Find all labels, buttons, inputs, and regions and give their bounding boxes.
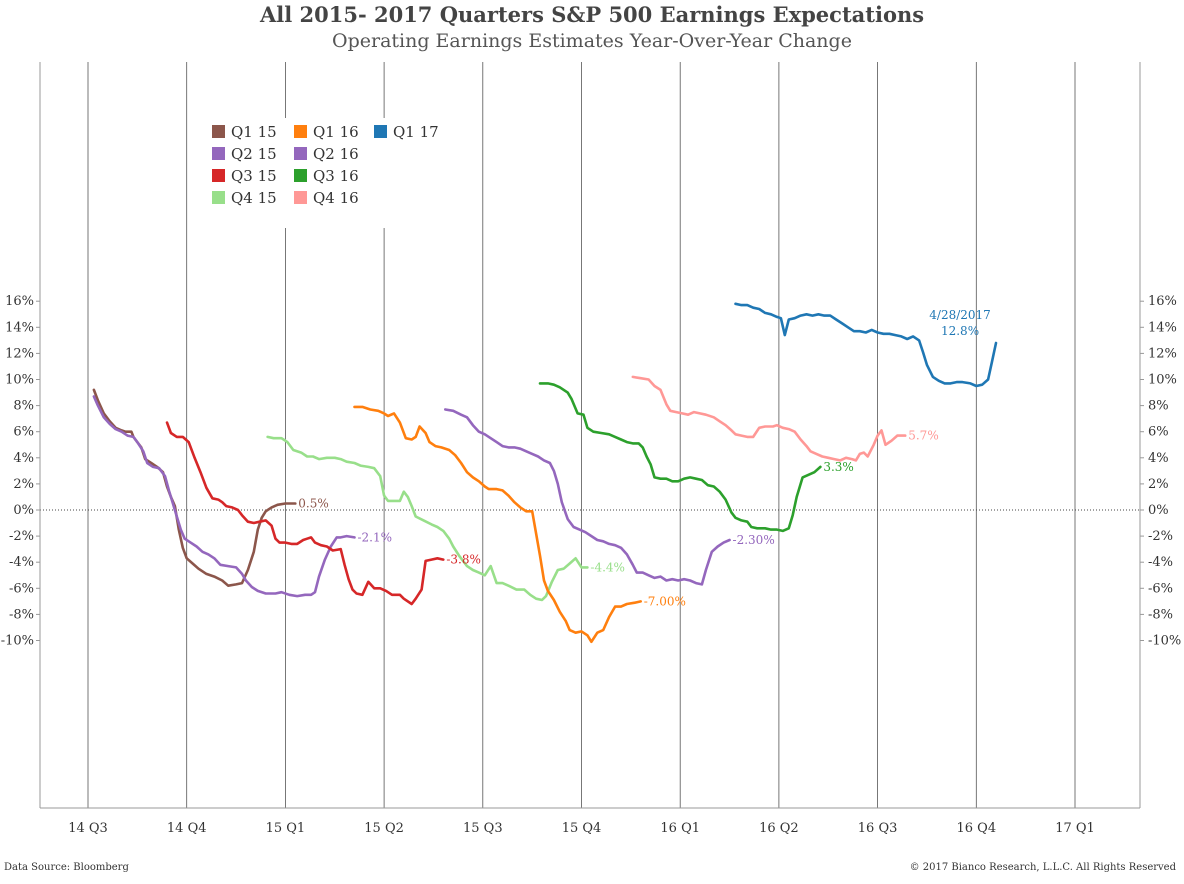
legend-swatch-q1-15 [212,125,225,138]
end-label-date-q1-17: 4/28/2017 [929,308,991,322]
end-labels: 0.5% -2.1% -3.8% -4.4% -7.00% -2.30% 3.3% 5.7% 4… [298,308,991,608]
series-line-q1-15 [92,388,297,587]
series-line-q3-15 [165,421,445,606]
y-tick-label: 12% [5,346,34,361]
series-lines [92,302,998,644]
legend-label-q3-15: Q3 15 [231,167,277,185]
y-tick-label-right: 12% [1148,346,1177,361]
series-line-q1-16 [353,405,642,644]
end-label-q3-15: -3.8% [446,553,481,567]
y-tick-label-right: 10% [1148,373,1177,388]
legend: Q1 15 Q1 16 Q1 17 Q2 15 Q2 16 Q3 15 Q3 16 Q4 15… [200,118,450,228]
series-line-q1-17 [734,302,998,388]
y-tick-label: -10% [1,634,34,649]
y-tick-label: 8% [13,399,34,414]
series-line-q2-16 [444,408,731,586]
x-tick-label: 15 Q2 [364,821,404,836]
y-tick-label-right: 4% [1148,451,1169,466]
series-line-q4-15 [266,435,589,602]
chart-title: All 2015- 2017 Quarters S&P 500 Earnings… [259,2,925,27]
y-tick-label: 0% [13,503,34,518]
series-line-q2-15 [92,395,356,598]
y-tick-label-right: 8% [1148,399,1169,414]
x-tick-label: 17 Q1 [1055,821,1095,836]
end-label-q4-15: -4.4% [590,560,625,574]
x-tick-label: 14 Q4 [167,821,207,836]
x-tick-label: 15 Q4 [562,821,602,836]
y-tick-label: 6% [13,425,34,440]
y-tick-label-right: -6% [1148,581,1173,596]
copyright-note: © 2017 Bianco Research, L.L.C. All Right… [909,862,1176,873]
y-tick-label: 16% [5,294,34,309]
legend-swatch-q1-17 [374,125,387,138]
end-label-q2-16: -2.30% [733,533,775,547]
x-tick-label: 16 Q2 [759,821,799,836]
legend-label-q2-16: Q2 16 [313,145,359,163]
y-tick-label-right: 0% [1148,503,1169,518]
legend-label-q1-17: Q1 17 [393,123,439,141]
legend-label-q4-15: Q4 15 [231,189,277,207]
y-tick-label: 10% [5,373,34,388]
x-tick-label: 16 Q3 [858,821,898,836]
x-tick-label: 15 Q1 [266,821,306,836]
end-label-q1-16: -7.00% [644,594,686,608]
y-tick-label: 14% [5,320,34,335]
y-tick-label: -8% [9,607,34,622]
legend-swatch-q4-16 [294,191,307,204]
end-label-q1-17: 12.8% [941,324,979,338]
data-source-note: Data Source: Bloomberg [4,862,129,873]
legend-label-q4-16: Q4 16 [313,189,359,207]
chart-subtitle: Operating Earnings Estimates Year-Over-Y… [332,30,852,52]
y-tick-label: 2% [13,477,34,492]
legend-swatch-q3-16 [294,169,307,182]
legend-swatch-q4-15 [212,191,225,204]
axes: 14 Q3 14 Q4 15 Q1 15 Q2 15 Q3 15 Q4 16 Q1 16 Q2… [1,62,1181,836]
y-tick-label: -2% [9,529,34,544]
grid-lines [40,62,1140,808]
legend-label-q1-16: Q1 16 [313,123,359,141]
y-tick-label-right: -4% [1148,555,1173,570]
series-line-q4-16 [631,375,907,462]
y-tick-label: -6% [9,581,34,596]
legend-swatch-q1-16 [294,125,307,138]
end-label-q2-15: -2.1% [357,530,392,544]
y-tick-label-right: -2% [1148,529,1173,544]
y-tick-label-right: 14% [1148,320,1177,335]
y-tick-label: -4% [9,555,34,570]
legend-swatch-q3-15 [212,169,225,182]
series-line-q3-16 [538,382,822,533]
x-tick-label: 16 Q4 [956,821,996,836]
legend-swatch-q2-16 [294,147,307,160]
y-tick-label-right: 2% [1148,477,1169,492]
end-label-q3-16: 3.3% [823,460,854,474]
y-tick-label-right: -8% [1148,607,1173,622]
x-tick-label: 14 Q3 [68,821,108,836]
x-tick-label: 15 Q3 [463,821,503,836]
y-tick-label-right: -10% [1148,634,1181,649]
legend-box [200,118,450,228]
y-tick-label: 4% [13,451,34,466]
y-tick-label-right: 6% [1148,425,1169,440]
end-label-q1-15: 0.5% [298,496,329,510]
y-tick-label-right: 16% [1148,294,1177,309]
legend-label-q1-15: Q1 15 [231,123,277,141]
end-label-q4-16: 5.7% [908,429,939,443]
legend-label-q3-16: Q3 16 [313,167,359,185]
legend-label-q2-15: Q2 15 [231,145,277,163]
legend-swatch-q2-15 [212,147,225,160]
x-tick-label: 16 Q1 [660,821,700,836]
